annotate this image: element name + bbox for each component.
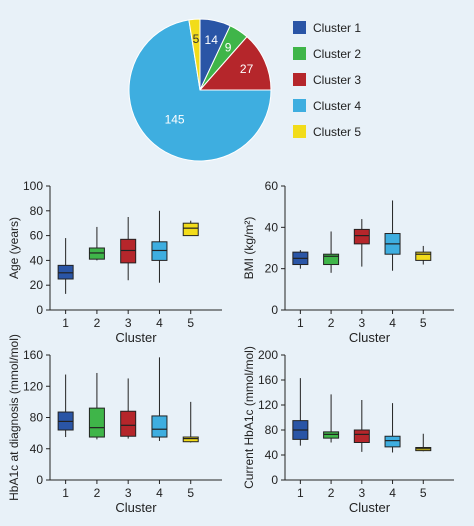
x-tick-label: 3 — [358, 486, 365, 500]
x-axis-title: Cluster — [349, 500, 391, 515]
x-tick-label: 3 — [358, 316, 365, 330]
y-tick-label: 120 — [258, 398, 278, 412]
pie-slice-cluster-3 — [198, 36, 272, 91]
y-tick-label: 80 — [265, 423, 279, 437]
y-tick-label: 20 — [30, 278, 44, 292]
y-axis-title: HbA1c at diagnosis (mmol/mol) — [7, 334, 21, 501]
pie-slice-cluster-4 — [128, 19, 272, 162]
legend-swatch-cluster-5 — [293, 125, 306, 138]
y-tick-label: 60 — [265, 179, 279, 193]
x-tick-label: 5 — [420, 316, 427, 330]
pie-label-cluster-2: 9 — [225, 40, 232, 54]
x-tick-label: 2 — [94, 316, 101, 330]
y-tick-label: 160 — [23, 348, 43, 362]
x-tick-label: 3 — [125, 486, 132, 500]
x-tick-label: 1 — [297, 486, 304, 500]
box-cluster-4 — [151, 415, 168, 438]
y-tick-label: 120 — [23, 379, 43, 393]
x-tick-label: 2 — [328, 486, 335, 500]
x-tick-label: 1 — [62, 486, 69, 500]
hba1c-diagnosis-boxplot: 0 40 80 120 160 1 2 3 4 5 Cluster HbA1c at diagnosi… — [7, 334, 222, 515]
x-tick-label: 5 — [420, 486, 427, 500]
legend-label-cluster-2: Cluster 2 — [313, 47, 361, 61]
y-tick-label: 160 — [258, 373, 278, 387]
box-cluster-3 — [353, 429, 370, 443]
pie-label-cluster-1: 14 — [205, 33, 219, 47]
x-tick-label: 2 — [328, 316, 335, 330]
x-tick-label: 4 — [389, 486, 396, 500]
y-tick-label: 20 — [265, 262, 279, 276]
box-cluster-3 — [120, 410, 137, 437]
legend-swatch-cluster-1 — [293, 21, 306, 34]
x-tick-label: 5 — [187, 316, 194, 330]
y-tick-label: 40 — [265, 448, 279, 462]
pie-label-cluster-5: 5 — [193, 32, 200, 46]
legend-label-cluster-5: Cluster 5 — [313, 125, 361, 139]
box-cluster-5 — [182, 222, 199, 237]
x-tick-label: 1 — [297, 316, 304, 330]
legend-label-cluster-1: Cluster 1 — [313, 21, 361, 35]
y-tick-label: 200 — [258, 348, 278, 362]
y-axis-title: Current HbA1c (mmol/mol) — [242, 346, 256, 489]
legend-swatch-cluster-3 — [293, 73, 306, 86]
box-cluster-1 — [57, 264, 74, 280]
y-tick-label: 40 — [30, 253, 44, 267]
y-tick-label: 0 — [36, 473, 43, 487]
y-tick-label: 40 — [265, 220, 279, 234]
x-axis-title: Cluster — [115, 330, 157, 345]
y-tick-label: 80 — [30, 411, 44, 425]
box-cluster-2 — [88, 407, 105, 438]
box-cluster-2 — [88, 247, 105, 260]
x-tick-label: 3 — [125, 316, 132, 330]
box-cluster-5 — [415, 251, 432, 261]
pie-label-cluster-4: 145 — [165, 113, 185, 127]
y-tick-label: 100 — [23, 179, 43, 193]
box-cluster-2 — [323, 253, 340, 266]
x-tick-label: 4 — [156, 316, 163, 330]
current-hba1c-boxplot: 0 40 80 120 160 200 1 2 3 4 5 Cluster Current HbA1c … — [242, 346, 454, 515]
x-tick-label: 4 — [389, 316, 396, 330]
box-cluster-2 — [323, 431, 340, 439]
y-tick-label: 40 — [30, 442, 44, 456]
legend-swatch-cluster-4 — [293, 99, 306, 112]
x-tick-label: 1 — [62, 316, 69, 330]
legend-label-cluster-4: Cluster 4 — [313, 99, 361, 113]
bmi-boxplot: 0 20 40 60 1 2 3 4 5 Cluster BMI (kg/m²) — [242, 179, 454, 345]
x-tick-label: 2 — [94, 486, 101, 500]
box-cluster-3 — [353, 228, 370, 245]
y-tick-label: 60 — [30, 229, 44, 243]
x-axis-title: Cluster — [349, 330, 391, 345]
y-tick-label: 0 — [271, 473, 278, 487]
pie-legend: Cluster 1 Cluster 2 Cluster 3 Cluster 4 Clus… — [293, 21, 361, 139]
pie-chart: 14 9 27 145 5 — [128, 18, 272, 162]
age-boxplot: 0 20 40 60 80 100 1 2 3 4 5 Cluster Age (years) — [7, 179, 222, 345]
box-cluster-4 — [384, 435, 401, 448]
y-axis-title: Age (years) — [7, 217, 21, 279]
legend-label-cluster-3: Cluster 3 — [313, 73, 361, 87]
box-cluster-5 — [182, 436, 199, 443]
box-cluster-3 — [120, 238, 137, 264]
x-tick-label: 5 — [187, 486, 194, 500]
pie-label-cluster-3: 27 — [240, 62, 254, 76]
y-axis-title: BMI (kg/m²) — [242, 217, 256, 280]
legend-swatch-cluster-2 — [293, 47, 306, 60]
y-tick-label: 80 — [30, 204, 44, 218]
x-axis-title: Cluster — [115, 500, 157, 515]
x-tick-label: 4 — [156, 486, 163, 500]
y-tick-label: 0 — [271, 303, 278, 317]
pie-slice-cluster-5 — [188, 18, 201, 91]
y-tick-label: 0 — [36, 303, 43, 317]
box-cluster-4 — [151, 241, 168, 261]
